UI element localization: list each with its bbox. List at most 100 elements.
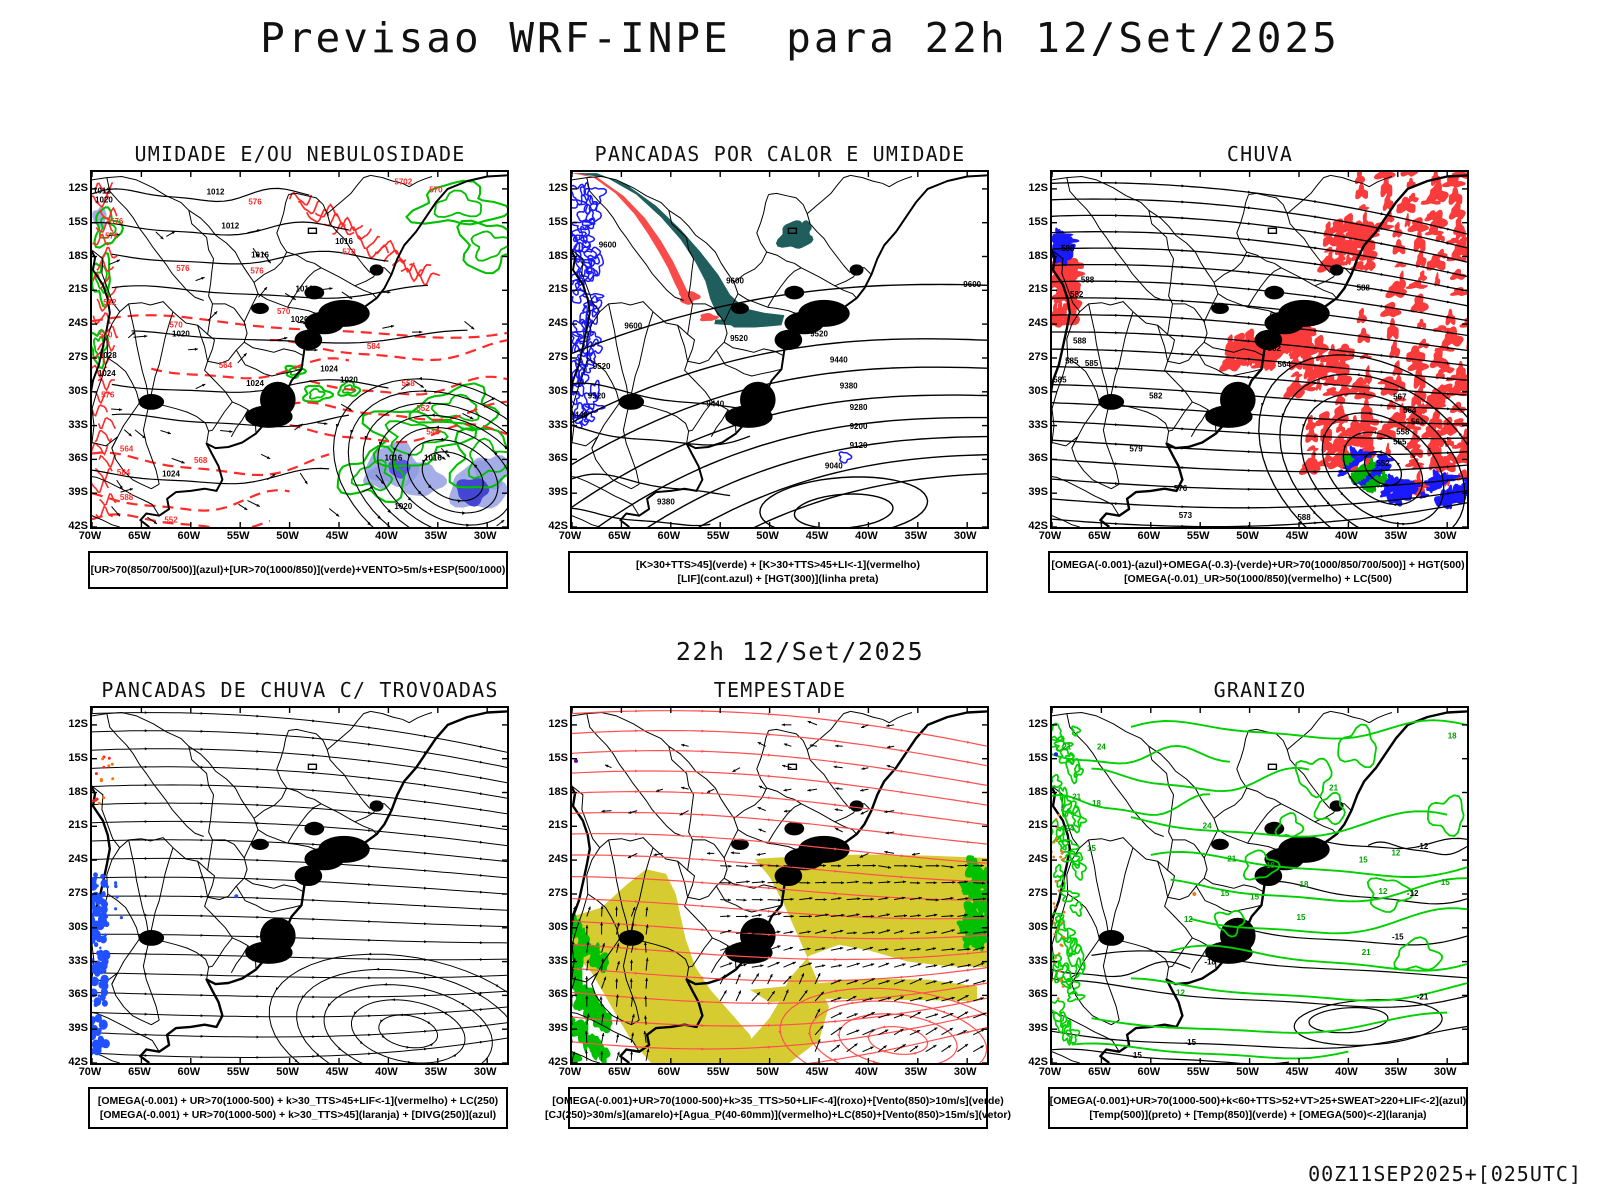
svg-text:562: 562 xyxy=(103,298,117,307)
svg-text:576: 576 xyxy=(105,232,119,241)
svg-text:588: 588 xyxy=(1357,283,1371,292)
svg-text:9040: 9040 xyxy=(825,461,843,470)
x-axis-tick: 40W xyxy=(1335,530,1358,542)
legend-line: [OMEGA(-0.01)_UR>50(1000/850)(vermelho) … xyxy=(1124,573,1392,585)
svg-text:579: 579 xyxy=(1129,445,1143,454)
y-axis-tick: 15S xyxy=(68,215,88,228)
svg-text:9200: 9200 xyxy=(850,422,868,431)
map-canvas-granizo[interactable]: -12 -12 -15 -18 -21 -15 -15 21 24 21 18 24 15 21 24 18 1… xyxy=(1050,706,1469,1065)
x-axis-tick: 70W xyxy=(1038,530,1062,542)
y-axis-tick: 18S xyxy=(68,249,88,262)
svg-text:9380: 9380 xyxy=(657,498,675,507)
y-axis-tick: 24S xyxy=(68,317,88,330)
svg-text:-12: -12 xyxy=(1417,842,1429,851)
map-canvas-chuva[interactable]: 582 579 576 573 588 588 582 588 585 585 585 567 562 5… xyxy=(1050,170,1469,529)
x-axis-tick: 35W xyxy=(424,1066,448,1078)
svg-text:552: 552 xyxy=(1376,459,1390,468)
svg-text:21: 21 xyxy=(1062,743,1071,752)
legend-line: [OMEGA(-0.001) + UR>70(1000-500) + k>30_… xyxy=(97,1095,499,1107)
y-axis-tick: 39S xyxy=(1028,1022,1048,1035)
svg-text:-15: -15 xyxy=(1392,932,1404,941)
legend-line: [Temp(500)](preto) + [Temp(850)](verde) … xyxy=(1089,1109,1427,1121)
svg-text:18: 18 xyxy=(1092,799,1101,808)
y-axis-tick: 15S xyxy=(548,751,568,764)
svg-text:9440: 9440 xyxy=(570,411,588,420)
svg-text:576: 576 xyxy=(110,217,124,226)
page-title: Previsao WRF-INPE para 22h 12/Set/2025 xyxy=(260,14,1340,62)
y-axis-tick: 18S xyxy=(548,785,568,798)
y-axis-tick: 24S xyxy=(1028,853,1048,866)
y-axis-tick: 30S xyxy=(1028,920,1048,933)
svg-text:1028: 1028 xyxy=(99,351,117,360)
svg-text:588: 588 xyxy=(1073,336,1087,345)
svg-text:1012: 1012 xyxy=(221,221,239,230)
svg-text:1016: 1016 xyxy=(385,454,403,463)
panel-title-chuva: CHUVA xyxy=(1226,142,1294,166)
x-axis-tick: 45W xyxy=(1285,530,1309,542)
svg-text:558: 558 xyxy=(402,379,416,388)
y-axis-tick: 36S xyxy=(1028,452,1048,465)
x-axis-tick: 65W xyxy=(1088,1066,1111,1078)
legend-line: [OMEGA(-0.001)+UR>70(1000-500)+k>35_TTS>… xyxy=(552,1095,1004,1107)
y-axis-tick: 30S xyxy=(548,384,568,397)
x-axis-tick: 55W xyxy=(706,530,730,542)
y-axis-tick: 39S xyxy=(68,1022,88,1035)
x-axis-tick: 45W xyxy=(805,1066,829,1078)
x-axis-tick: 50W xyxy=(276,1066,299,1078)
svg-text:9280: 9280 xyxy=(850,403,868,412)
svg-text:561: 561 xyxy=(1411,417,1425,426)
svg-text:9520: 9520 xyxy=(593,362,611,371)
svg-text:1016: 1016 xyxy=(251,251,269,260)
x-axis-tick: 70W xyxy=(1038,1066,1062,1078)
svg-text:570: 570 xyxy=(429,185,443,194)
svg-text:18: 18 xyxy=(1300,880,1309,889)
svg-text:9600: 9600 xyxy=(599,241,617,250)
x-axis-tick: 40W xyxy=(855,1066,878,1078)
x-axis-tick: 70W xyxy=(78,1066,102,1078)
y-axis-tick: 39S xyxy=(548,486,568,499)
y-axis-tick: 42S xyxy=(548,520,568,532)
svg-text:562: 562 xyxy=(1268,344,1282,353)
svg-text:564: 564 xyxy=(219,361,233,370)
map-canvas-pancadas-calor[interactable]: 9600 9520 9440 9380 9280 9200 9120 9040 9600 9600… xyxy=(570,170,989,529)
svg-text:1024: 1024 xyxy=(320,365,338,374)
x-axis-tick: 35W xyxy=(1384,530,1408,542)
svg-text:576: 576 xyxy=(101,390,115,399)
y-axis-tick: 30S xyxy=(68,384,88,397)
svg-text:568: 568 xyxy=(194,456,208,465)
svg-text:21: 21 xyxy=(1329,783,1338,792)
y-axis-tick: 27S xyxy=(1028,350,1048,363)
y-axis-tick: 42S xyxy=(1028,520,1048,532)
svg-text:1020: 1020 xyxy=(340,376,358,385)
x-axis-tick: 40W xyxy=(1335,1066,1358,1078)
y-axis-tick: 12S xyxy=(68,181,88,194)
y-axis-tick: 15S xyxy=(1028,751,1048,764)
y-axis-tick: 15S xyxy=(548,215,568,228)
x-axis-tick: 60W xyxy=(177,530,201,542)
x-axis-tick: 45W xyxy=(325,1066,349,1078)
svg-text:564: 564 xyxy=(120,445,134,454)
svg-text:12: 12 xyxy=(1379,887,1388,896)
y-axis-tick: 39S xyxy=(548,1022,568,1035)
map-canvas-tempestade[interactable] xyxy=(570,706,989,1065)
svg-text:558: 558 xyxy=(1396,428,1410,437)
svg-text:9600: 9600 xyxy=(726,277,744,286)
y-axis-tick: 27S xyxy=(548,886,568,899)
svg-text:12: 12 xyxy=(1184,915,1193,924)
svg-text:9600: 9600 xyxy=(624,322,642,331)
forecast-panel-umidade: UMIDADE E/OU NEBULOSIDADE 1012 1012 1016 101… xyxy=(60,142,540,662)
map-canvas-umidade[interactable]: 1012 1012 1016 1016 1020 1024 1024 1024 570 584 55… xyxy=(90,170,509,529)
y-axis-tick: 30S xyxy=(68,920,88,933)
svg-text:21: 21 xyxy=(1227,854,1236,863)
y-axis-tick: 36S xyxy=(68,988,88,1001)
svg-text:24: 24 xyxy=(1097,743,1106,752)
svg-text:576: 576 xyxy=(1174,484,1188,493)
svg-text:1016: 1016 xyxy=(335,237,353,246)
y-axis-tick: 33S xyxy=(68,954,88,967)
map-canvas-pancadas-trovoadas[interactable] xyxy=(90,706,509,1065)
legend-line: [K>30+TTS>45](verde) + [K>30+TTS>45+LI<-… xyxy=(636,559,920,571)
svg-text:576: 576 xyxy=(248,198,262,207)
svg-text:5702: 5702 xyxy=(394,177,412,186)
svg-text:-12: -12 xyxy=(1407,889,1419,898)
svg-text:582: 582 xyxy=(1149,392,1163,401)
